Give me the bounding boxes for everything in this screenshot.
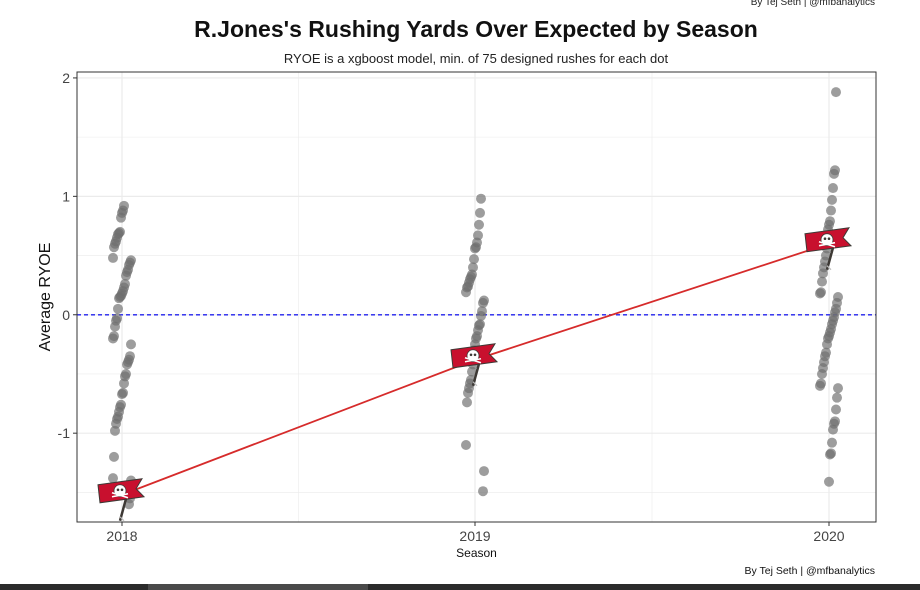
data-point xyxy=(114,293,124,304)
data-point xyxy=(476,310,486,321)
data-point xyxy=(829,168,839,179)
data-point xyxy=(827,437,837,448)
panel-border xyxy=(76,71,877,523)
y-axis-title: Average RYOE xyxy=(37,243,54,352)
y-tick-label: 1 xyxy=(62,188,70,204)
data-point xyxy=(124,499,134,510)
data-point xyxy=(119,378,129,389)
data-point xyxy=(126,339,136,350)
data-point xyxy=(110,425,120,436)
data-point xyxy=(476,193,486,204)
data-point xyxy=(818,268,828,279)
data-point xyxy=(833,383,843,394)
x-tick-label: 2018 xyxy=(106,528,137,544)
chart-subtitle: RYOE is a xgboost model, min. of 75 desi… xyxy=(283,51,669,66)
data-point xyxy=(479,466,489,477)
data-point xyxy=(815,288,825,299)
data-point xyxy=(467,366,477,377)
x-tick-label: 2020 xyxy=(813,528,844,544)
team-logo-marker xyxy=(449,342,499,388)
data-point xyxy=(109,242,119,253)
axes: -1 0 1 2 2018 2019 2020 Season Average RYOE xyxy=(37,70,845,560)
data-point xyxy=(461,287,471,298)
x-axis-title: Season xyxy=(456,546,497,560)
data-point xyxy=(817,368,827,379)
data-point xyxy=(827,194,837,205)
data-point xyxy=(478,486,488,497)
data-point xyxy=(108,473,118,484)
team-logo-marker xyxy=(803,226,853,271)
data-point xyxy=(109,451,119,462)
data-point xyxy=(121,270,131,281)
taskbar xyxy=(0,584,920,590)
data-point xyxy=(828,183,838,194)
chart-title: R.Jones's Rushing Yards Over Expected by… xyxy=(194,16,758,42)
y-tick-label: 2 xyxy=(62,70,70,86)
y-tick-label: -1 xyxy=(58,425,71,441)
x-tick-label: 2019 xyxy=(459,528,490,544)
data-point xyxy=(108,252,118,263)
data-point xyxy=(108,333,118,344)
bottom-credit: By Tej Seth | @mfbanalytics xyxy=(744,565,876,577)
data-point xyxy=(817,276,827,287)
data-point xyxy=(469,254,479,265)
y-tick-label: 0 xyxy=(62,307,70,323)
data-point xyxy=(116,212,126,223)
data-point xyxy=(462,397,472,408)
data-point xyxy=(113,303,123,314)
data-point xyxy=(824,476,834,487)
data-point xyxy=(831,87,841,98)
data-point xyxy=(461,440,471,451)
grid-lines xyxy=(77,72,876,522)
data-point xyxy=(463,387,473,398)
data-point xyxy=(826,205,836,216)
data-point xyxy=(478,297,488,308)
data-point xyxy=(475,207,485,218)
data-point xyxy=(117,389,127,400)
top-credit: By Tej Seth | @mfbanalytics xyxy=(750,0,875,8)
data-point xyxy=(815,380,825,391)
data-point xyxy=(474,219,484,230)
team-logo-marker xyxy=(96,477,146,523)
data-point xyxy=(825,449,835,460)
data-point xyxy=(828,424,838,435)
data-point xyxy=(831,404,841,415)
data-points xyxy=(108,87,843,510)
data-point xyxy=(110,321,120,332)
data-point xyxy=(822,339,832,350)
data-point xyxy=(122,359,132,370)
taskbar-segment xyxy=(148,584,368,590)
data-point xyxy=(470,243,480,254)
data-point xyxy=(832,392,842,403)
